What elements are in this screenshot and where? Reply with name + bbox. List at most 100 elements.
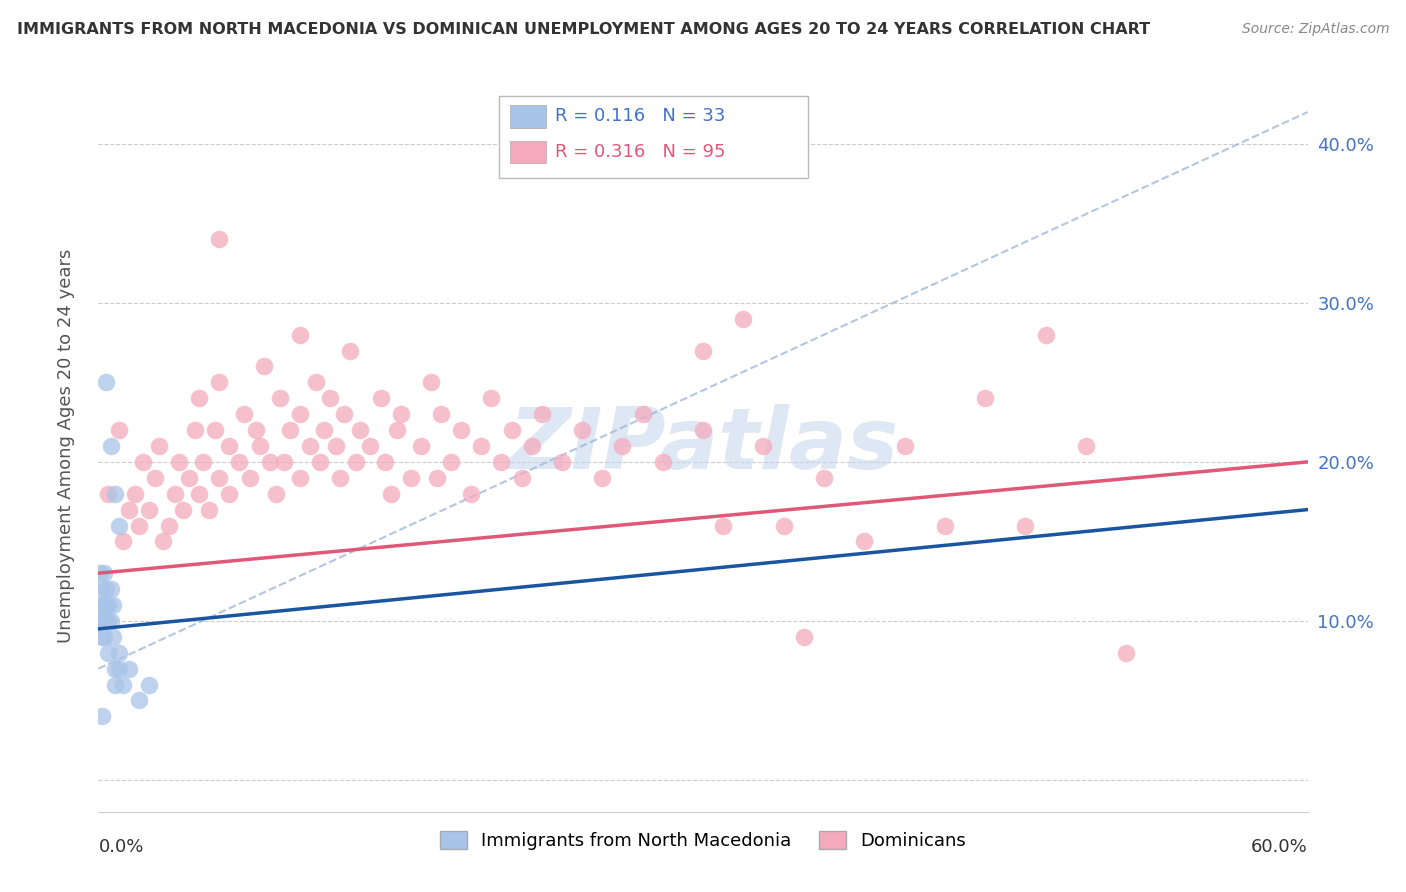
Y-axis label: Unemployment Among Ages 20 to 24 years: Unemployment Among Ages 20 to 24 years bbox=[56, 249, 75, 643]
Point bbox=[96, 598, 118, 612]
Point bbox=[530, 407, 553, 421]
Point bbox=[1074, 439, 1097, 453]
Point bbox=[96, 614, 118, 628]
Text: IMMIGRANTS FROM NORTH MACEDONIA VS DOMINICAN UNEMPLOYMENT AMONG AGES 20 TO 24 YE: IMMIGRANTS FROM NORTH MACEDONIA VS DOMIN… bbox=[17, 22, 1150, 37]
Point bbox=[430, 407, 453, 421]
Point bbox=[100, 582, 122, 596]
Point bbox=[100, 614, 122, 628]
Point bbox=[167, 455, 190, 469]
Point bbox=[157, 518, 180, 533]
Point bbox=[692, 343, 714, 358]
Point bbox=[253, 359, 276, 374]
Point bbox=[111, 534, 134, 549]
Point bbox=[259, 455, 281, 469]
Point bbox=[138, 502, 160, 516]
Point bbox=[208, 376, 231, 390]
Point bbox=[91, 709, 114, 723]
Point bbox=[128, 518, 150, 533]
Point bbox=[232, 407, 254, 421]
Point bbox=[245, 423, 267, 437]
Point bbox=[329, 471, 352, 485]
Point bbox=[218, 486, 240, 500]
Point bbox=[89, 598, 111, 612]
Point bbox=[103, 662, 125, 676]
Point bbox=[91, 630, 114, 644]
Point bbox=[148, 439, 170, 453]
Point bbox=[288, 471, 311, 485]
Point bbox=[288, 407, 311, 421]
Point bbox=[481, 392, 503, 406]
Text: 0.0%: 0.0% bbox=[98, 838, 143, 856]
Point bbox=[333, 407, 356, 421]
Point bbox=[520, 439, 543, 453]
Point bbox=[974, 392, 997, 406]
Point bbox=[138, 677, 160, 691]
Point bbox=[269, 392, 291, 406]
Point bbox=[325, 439, 347, 453]
Point bbox=[319, 392, 342, 406]
Point bbox=[103, 677, 125, 691]
Point bbox=[107, 518, 129, 533]
Point bbox=[97, 614, 120, 628]
Point bbox=[184, 423, 207, 437]
Point bbox=[249, 439, 271, 453]
Point bbox=[793, 630, 815, 644]
Point bbox=[460, 486, 482, 500]
Point bbox=[101, 630, 124, 644]
Point bbox=[1014, 518, 1036, 533]
Point bbox=[501, 423, 523, 437]
Point bbox=[89, 614, 111, 628]
Point bbox=[374, 455, 396, 469]
Point bbox=[228, 455, 250, 469]
Point bbox=[934, 518, 956, 533]
Point bbox=[385, 423, 408, 437]
Point bbox=[370, 392, 392, 406]
Point bbox=[752, 439, 775, 453]
Point bbox=[100, 439, 122, 453]
Point bbox=[96, 376, 118, 390]
Point bbox=[692, 423, 714, 437]
Point bbox=[143, 471, 166, 485]
Point bbox=[339, 343, 361, 358]
Text: Source: ZipAtlas.com: Source: ZipAtlas.com bbox=[1241, 22, 1389, 37]
Point bbox=[380, 486, 402, 500]
Point bbox=[118, 662, 141, 676]
Point bbox=[360, 439, 382, 453]
Point bbox=[510, 471, 533, 485]
Point bbox=[389, 407, 412, 421]
Point bbox=[118, 502, 141, 516]
Point bbox=[97, 646, 120, 660]
Point bbox=[179, 471, 201, 485]
Point bbox=[208, 471, 231, 485]
Text: 60.0%: 60.0% bbox=[1251, 838, 1308, 856]
Point bbox=[132, 455, 155, 469]
Point bbox=[107, 423, 129, 437]
Point bbox=[426, 471, 449, 485]
Point bbox=[96, 582, 118, 596]
Point bbox=[204, 423, 226, 437]
Point bbox=[314, 423, 336, 437]
Point bbox=[111, 677, 134, 691]
Point bbox=[440, 455, 463, 469]
Point bbox=[107, 646, 129, 660]
Point bbox=[551, 455, 574, 469]
Point bbox=[772, 518, 794, 533]
Point bbox=[409, 439, 432, 453]
Point bbox=[278, 423, 301, 437]
Point bbox=[612, 439, 634, 453]
Point bbox=[239, 471, 262, 485]
Point bbox=[288, 327, 311, 342]
Point bbox=[733, 311, 755, 326]
Point bbox=[893, 439, 915, 453]
Point bbox=[107, 662, 129, 676]
Point bbox=[309, 455, 332, 469]
Point bbox=[420, 376, 443, 390]
Point bbox=[101, 598, 124, 612]
Text: R = 0.116   N = 33: R = 0.116 N = 33 bbox=[555, 107, 725, 125]
Point bbox=[208, 232, 231, 246]
Point bbox=[124, 486, 146, 500]
Point bbox=[93, 566, 115, 581]
Point bbox=[91, 614, 114, 628]
Point bbox=[193, 455, 215, 469]
Point bbox=[299, 439, 322, 453]
